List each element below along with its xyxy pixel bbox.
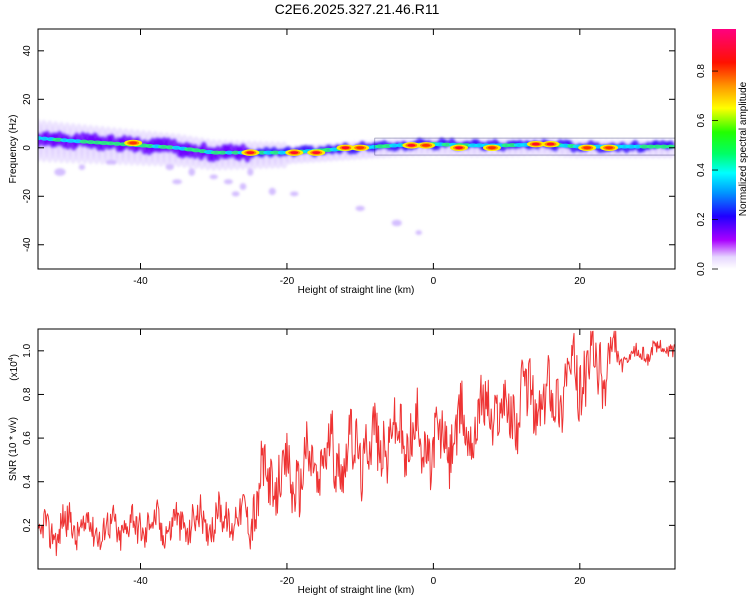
- spectrogram-core: [231, 150, 241, 155]
- spectrogram-xtick-label: 0: [431, 276, 437, 287]
- spectrogram-hotspot: [341, 146, 350, 150]
- spectrogram-speckle: [415, 230, 422, 235]
- colorbar-tick-label: 0.6: [696, 113, 707, 127]
- spectrogram-speckle: [231, 191, 240, 197]
- snr-series-line: [38, 330, 675, 557]
- spectrogram-core: [112, 141, 122, 146]
- spectrogram-core: [40, 136, 49, 141]
- spectrogram-xtick-label: 20: [574, 276, 586, 287]
- snr-scale-base: (x10: [9, 361, 20, 381]
- spectrogram-speckle: [188, 168, 196, 176]
- figure-title: C2E6.2025.327.21.46.R11: [275, 1, 440, 17]
- spectrogram-ytick-label: -20: [22, 189, 33, 204]
- spectrogram-speckle: [247, 168, 254, 176]
- spectrogram-core: [105, 141, 116, 146]
- spectrogram-hotspot: [356, 146, 365, 150]
- spectrogram-speckle: [355, 205, 365, 212]
- spectrogram-ylabel: Frequency (Hz): [8, 115, 19, 184]
- spectrogram-xtick-label: -40: [133, 276, 148, 287]
- colorbar: 0.0 0.2 0.4 0.6 0.8 Normalized spectral ampl…: [696, 29, 749, 276]
- spectrogram-xlabel: Height of straight line (km): [298, 285, 415, 296]
- spectrogram-ytick-label: -40: [22, 237, 33, 252]
- snr-ytick-label: 1.0: [22, 343, 33, 357]
- snr-ytick-label: 0.4: [22, 474, 33, 488]
- spectrogram-core: [633, 144, 642, 149]
- spectrogram-frame: [37, 28, 676, 270]
- spectrogram-core: [79, 139, 89, 144]
- snr-frame: [37, 328, 676, 570]
- spectrogram-xtick-label: -20: [280, 276, 295, 287]
- spectrogram-ytick-label: 40: [22, 45, 33, 57]
- spectrogram-core: [441, 142, 452, 147]
- snr-ylabel: SNR (10 * v/v): [8, 417, 19, 481]
- snr-xtick-label: 20: [574, 576, 586, 587]
- spectrogram-speckle: [172, 179, 182, 185]
- spectrogram-speckle: [239, 183, 247, 191]
- snr-scale-label: (x104): [8, 354, 20, 381]
- spectrogram-core: [625, 144, 637, 149]
- snr-xtick-label: 0: [431, 576, 437, 587]
- colorbar-gradient: [712, 29, 736, 269]
- spectrogram-core: [389, 143, 399, 148]
- spectrogram-hotspot: [407, 143, 416, 147]
- spectrogram-panel: -40 -20 0 20 -40 -20 0 20 40 Height of straight…: [8, 28, 676, 296]
- spectrogram-core: [217, 150, 228, 155]
- snr-ytick-label: 0.2: [22, 518, 33, 532]
- spectrogram-hotspot: [531, 142, 540, 146]
- spectrogram-speckle: [78, 164, 86, 170]
- spectrogram-hotspot: [422, 143, 431, 147]
- snr-xtick-label: -20: [280, 576, 295, 587]
- spectrogram-core: [165, 145, 175, 150]
- spectrogram-ytick-label: 20: [22, 93, 33, 105]
- colorbar-tick-label: 0.4: [696, 163, 707, 177]
- spectrogram-core: [73, 139, 82, 144]
- spectrogram-core: [269, 150, 281, 155]
- spectrogram-hotspot: [546, 142, 555, 146]
- spectrogram-speckle: [290, 191, 299, 197]
- snr-scale-exponent: 4: [8, 357, 15, 361]
- spectrogram-ridge-outline: [374, 137, 675, 156]
- spectrogram-hotspot: [487, 146, 496, 150]
- spectrogram-hotspot: [312, 151, 321, 155]
- spectrogram-core: [653, 144, 662, 149]
- spectrogram-speckle: [209, 174, 218, 180]
- spectrogram-speckle: [391, 219, 402, 227]
- colorbar-tick-label: 0.8: [696, 64, 707, 78]
- colorbar-tick-label: 0.0: [696, 262, 707, 276]
- spectrogram-speckle: [268, 187, 276, 196]
- spectrogram-hotspot: [583, 146, 592, 150]
- snr-panel: -40 -20 0 20 0.2 0.4 0.6 0.8 1.0 Height of stra…: [8, 328, 676, 596]
- colorbar-label: Normalized spectral amplitude: [738, 81, 749, 216]
- spectrogram-hotspot: [246, 151, 255, 155]
- spectrogram-ytick-label: 0: [22, 145, 33, 151]
- spectrogram-core: [639, 144, 650, 149]
- spectrogram-core: [225, 150, 234, 155]
- spectrogram-hotspot: [605, 146, 614, 150]
- spectrogram-hotspot: [455, 146, 464, 150]
- spectrogram-speckle: [223, 179, 233, 185]
- snr-xtick-label: -40: [133, 576, 148, 587]
- spectrogram-hotspot: [290, 151, 299, 155]
- spectrogram-speckle: [54, 168, 66, 176]
- colorbar-tick-label: 0.2: [696, 212, 707, 226]
- snr-ytick-label: 0.8: [22, 387, 33, 401]
- spectrogram-core: [646, 144, 656, 149]
- snr-ytick-label: 0.6: [22, 431, 33, 445]
- spectrogram-core: [659, 144, 669, 149]
- spectrogram-hotspot: [129, 141, 138, 145]
- snr-xlabel: Height of straight line (km): [298, 585, 415, 596]
- spectrogram-core: [474, 143, 485, 148]
